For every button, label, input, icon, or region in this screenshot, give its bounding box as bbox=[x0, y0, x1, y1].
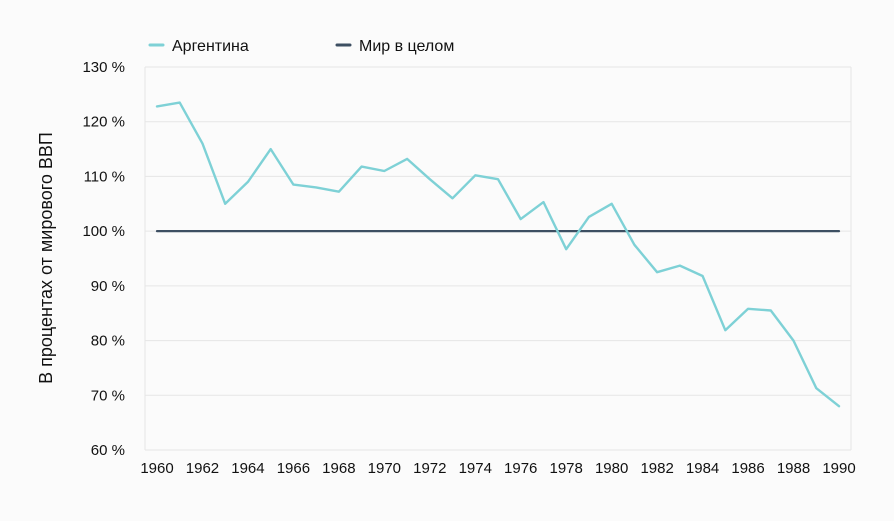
x-tick-label: 1970 bbox=[368, 460, 401, 477]
x-tick-label: 1974 bbox=[459, 460, 492, 477]
x-tick-label: 1990 bbox=[822, 460, 855, 477]
y-tick-label: 110 % bbox=[84, 168, 125, 185]
y-tick-label: 100 % bbox=[82, 223, 125, 240]
y-tick-label: 60 % bbox=[91, 442, 125, 459]
x-tick-label: 1960 bbox=[140, 460, 173, 477]
y-tick-label: 70 % bbox=[91, 387, 125, 404]
x-tick-label: 1986 bbox=[731, 460, 764, 477]
y-tick-label: 120 % bbox=[82, 114, 125, 131]
legend-item: Мир в целом bbox=[335, 38, 454, 55]
x-tick-label: 1980 bbox=[595, 460, 628, 477]
x-tick-label: 1976 bbox=[504, 460, 537, 477]
x-tick-label: 1988 bbox=[777, 460, 810, 477]
x-tick-label: 1968 bbox=[322, 460, 355, 477]
series-line-argentina bbox=[155, 101, 841, 408]
x-tick-label: 1966 bbox=[277, 460, 310, 477]
series-lines bbox=[155, 101, 841, 408]
y-axis-tick-labels: 60 % 70 % 80 % 90 % 100 % 110 % 120 % 130 % bbox=[82, 59, 125, 459]
legend: Аргентина Мир в целом bbox=[148, 38, 454, 55]
x-tick-label: 1982 bbox=[640, 460, 673, 477]
legend-item: Аргентина bbox=[148, 38, 249, 55]
x-tick-label: 1984 bbox=[686, 460, 719, 477]
grid bbox=[144, 66, 852, 451]
x-tick-label: 1964 bbox=[231, 460, 264, 477]
y-axis-title: В процентах от мирового ВВП bbox=[36, 132, 56, 384]
y-tick-label: 80 % bbox=[91, 333, 125, 350]
x-tick-label: 1962 bbox=[186, 460, 219, 477]
x-tick-label: 1978 bbox=[550, 460, 583, 477]
x-tick-label: 1972 bbox=[413, 460, 446, 477]
x-axis-tick-labels: 1960 1962 1964 1966 1968 1970 1972 1974 1976 1978… bbox=[140, 460, 855, 477]
y-tick-label: 130 % bbox=[82, 59, 125, 76]
legend-label: Мир в целом bbox=[359, 38, 454, 55]
legend-label: Аргентина bbox=[172, 38, 249, 55]
y-tick-label: 90 % bbox=[91, 278, 125, 295]
